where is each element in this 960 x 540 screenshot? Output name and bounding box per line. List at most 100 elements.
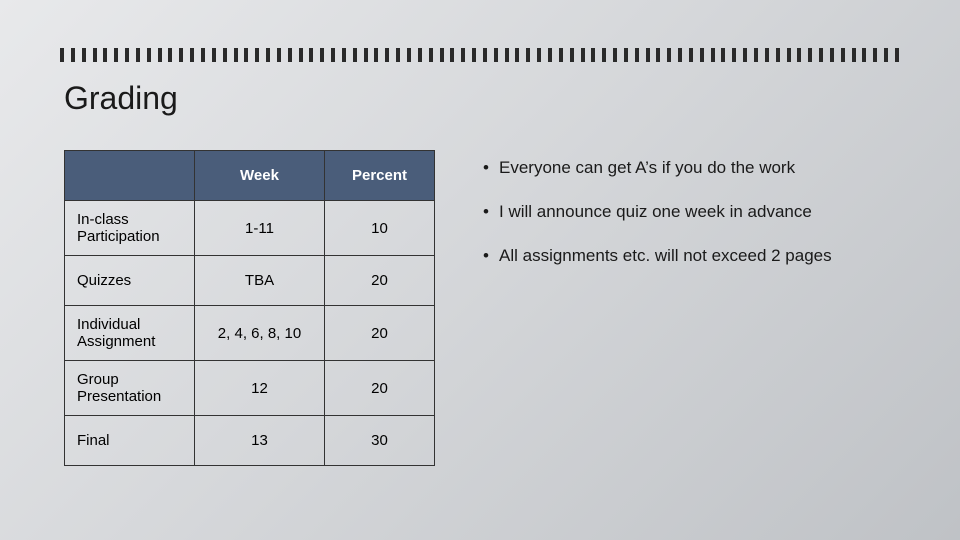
table-header-row: Week Percent [65, 151, 435, 201]
ruler-tick [656, 48, 660, 62]
row-percent: 30 [325, 416, 435, 466]
ruler-tick [299, 48, 303, 62]
row-week: TBA [195, 256, 325, 306]
ruler-tick [418, 48, 422, 62]
row-percent: 20 [325, 256, 435, 306]
ruler-tick [841, 48, 845, 62]
ruler-tick [494, 48, 498, 62]
row-percent: 10 [325, 201, 435, 256]
ruler-tick [331, 48, 335, 62]
ruler-tick [852, 48, 856, 62]
ruler-tick [179, 48, 183, 62]
row-label: Individual Assignment [65, 306, 195, 361]
ruler-tick [483, 48, 487, 62]
ruler-tick [797, 48, 801, 62]
table-row: In-class Participation1-1110 [65, 201, 435, 256]
ruler-tick [548, 48, 552, 62]
ruler-tick [450, 48, 454, 62]
ruler-tick [266, 48, 270, 62]
ruler-tick [515, 48, 519, 62]
ruler-tick [429, 48, 433, 62]
row-percent: 20 [325, 361, 435, 416]
ruler-tick [309, 48, 313, 62]
ruler-tick [136, 48, 140, 62]
ruler-tick [862, 48, 866, 62]
page-title: Grading [64, 80, 178, 117]
ruler-tick [505, 48, 509, 62]
ruler-tick [884, 48, 888, 62]
ruler-tick [364, 48, 368, 62]
row-label: In-class Participation [65, 201, 195, 256]
table-row: Individual Assignment2, 4, 6, 8, 1020 [65, 306, 435, 361]
table-row: Group Presentation1220 [65, 361, 435, 416]
ruler-tick [743, 48, 747, 62]
ruler-tick [526, 48, 530, 62]
ruler-tick [353, 48, 357, 62]
row-percent: 20 [325, 306, 435, 361]
bullet-item: I will announce quiz one week in advance [483, 200, 896, 224]
ruler-tick [754, 48, 758, 62]
row-label: Quizzes [65, 256, 195, 306]
ruler-tick [255, 48, 259, 62]
table-row: QuizzesTBA20 [65, 256, 435, 306]
ruler-tick [190, 48, 194, 62]
ruler-tick [570, 48, 574, 62]
ruler-tick [873, 48, 877, 62]
bullet-item: All assignments etc. will not exceed 2 p… [483, 244, 896, 268]
row-week: 2, 4, 6, 8, 10 [195, 306, 325, 361]
table-header-week: Week [195, 151, 325, 201]
ruler-tick [168, 48, 172, 62]
content-area: Week Percent In-class Participation1-111… [64, 150, 896, 466]
ruler-tick [830, 48, 834, 62]
ruler-tick [147, 48, 151, 62]
ruler-tick [776, 48, 780, 62]
ruler-tick [787, 48, 791, 62]
ruler-tick [71, 48, 75, 62]
ruler-tick [559, 48, 563, 62]
ruler-tick [212, 48, 216, 62]
grading-table-wrap: Week Percent In-class Participation1-111… [64, 150, 435, 466]
ruler-tick [82, 48, 86, 62]
decorative-ruler [60, 48, 900, 62]
ruler-tick [244, 48, 248, 62]
ruler-tick [103, 48, 107, 62]
ruler-tick [732, 48, 736, 62]
ruler-tick [602, 48, 606, 62]
ruler-tick [125, 48, 129, 62]
ruler-tick [678, 48, 682, 62]
ruler-tick [342, 48, 346, 62]
ruler-tick [385, 48, 389, 62]
ruler-tick [440, 48, 444, 62]
row-label: Final [65, 416, 195, 466]
ruler-tick [646, 48, 650, 62]
ruler-tick [60, 48, 64, 62]
ruler-tick [158, 48, 162, 62]
ruler-tick [895, 48, 899, 62]
table-header-percent: Percent [325, 151, 435, 201]
ruler-tick [288, 48, 292, 62]
ruler-tick [407, 48, 411, 62]
ruler-tick [819, 48, 823, 62]
ruler-tick [114, 48, 118, 62]
ruler-tick [234, 48, 238, 62]
row-week: 13 [195, 416, 325, 466]
ruler-tick [689, 48, 693, 62]
ruler-tick [711, 48, 715, 62]
ruler-tick [201, 48, 205, 62]
ruler-tick [537, 48, 541, 62]
ruler-tick [472, 48, 476, 62]
ruler-tick [374, 48, 378, 62]
ruler-tick [581, 48, 585, 62]
ruler-tick [721, 48, 725, 62]
ruler-tick [667, 48, 671, 62]
ruler-tick [396, 48, 400, 62]
ruler-tick [624, 48, 628, 62]
table-row: Final1330 [65, 416, 435, 466]
ruler-tick [277, 48, 281, 62]
row-week: 12 [195, 361, 325, 416]
row-week: 1-11 [195, 201, 325, 256]
bullet-list: Everyone can get A’s if you do the workI… [483, 150, 896, 287]
ruler-tick [461, 48, 465, 62]
ruler-tick [765, 48, 769, 62]
row-label: Group Presentation [65, 361, 195, 416]
